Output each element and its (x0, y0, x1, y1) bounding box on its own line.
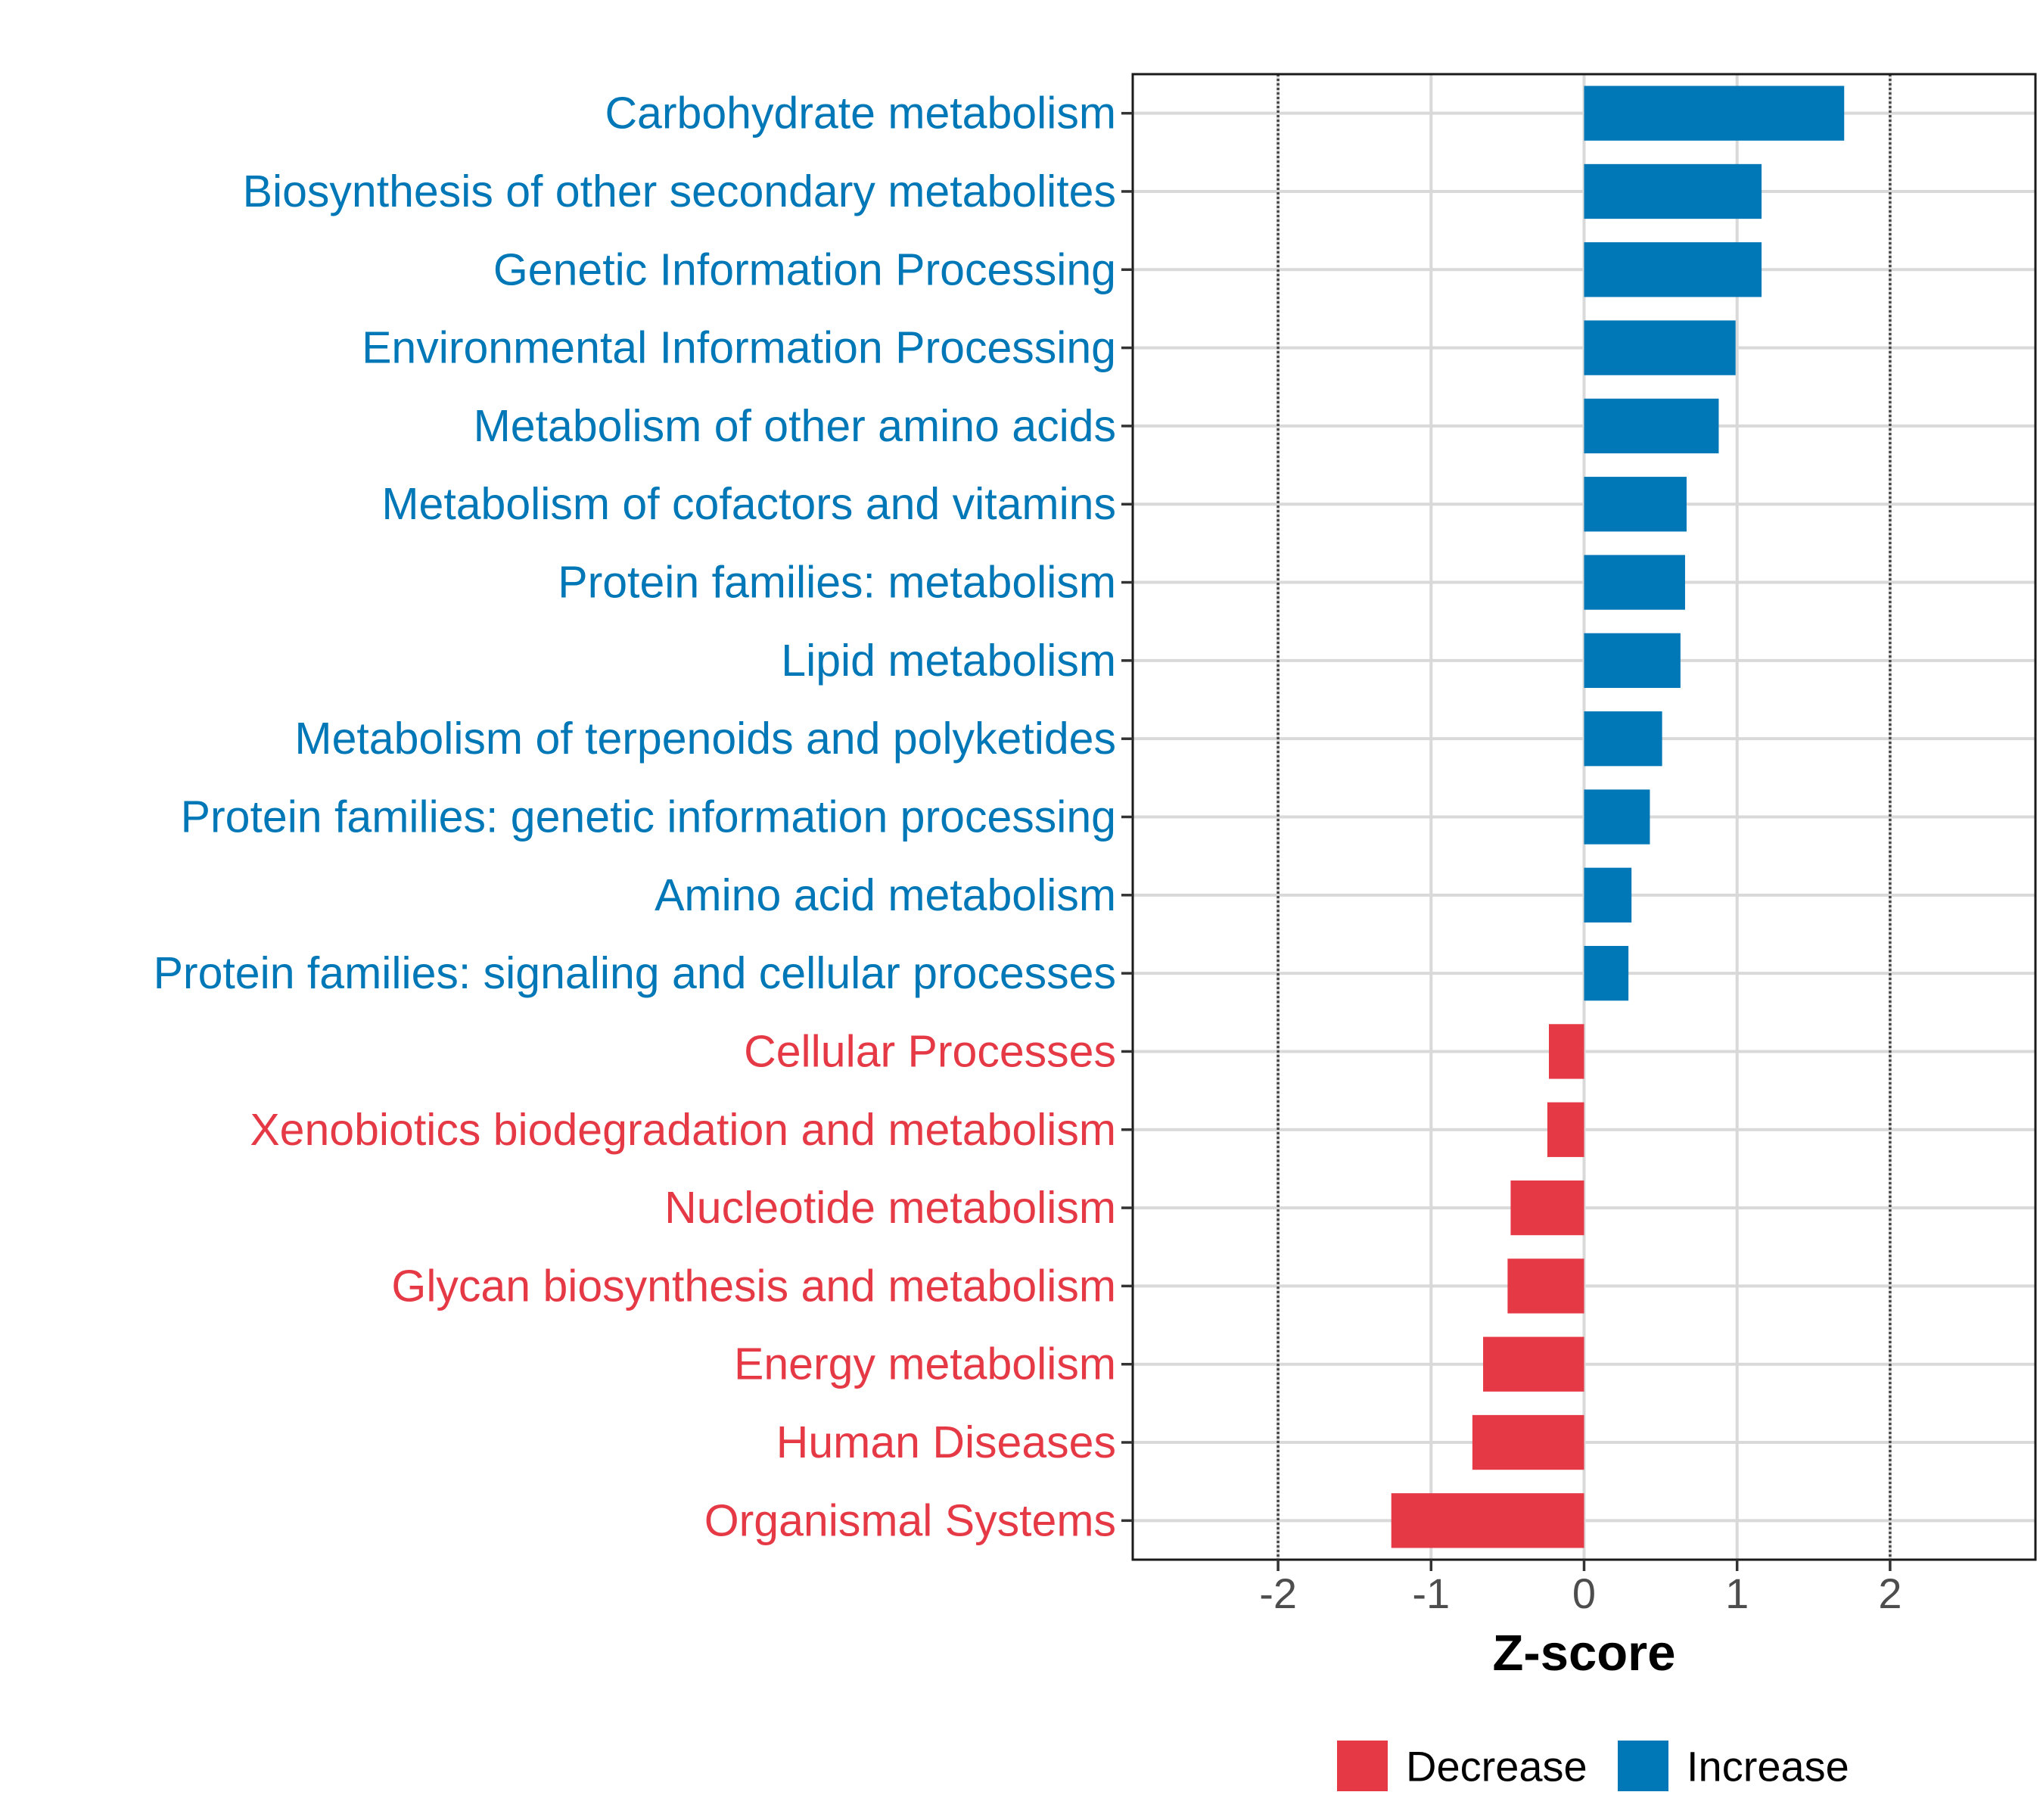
y-tick-label: Genetic Information Processing (493, 244, 1116, 294)
bar (1472, 1414, 1584, 1470)
bar (1391, 1493, 1584, 1548)
y-tick-label: Protein families: signaling and cellular… (154, 948, 1116, 998)
x-tick-label: 1 (1725, 1570, 1749, 1617)
y-tick-label: Cellular Processes (744, 1026, 1116, 1076)
y-tick-label: Metabolism of cofactors and vitamins (381, 479, 1116, 529)
y-tick-label: Xenobiotics biodegradation and metabolis… (250, 1105, 1116, 1155)
bar (1584, 633, 1681, 689)
y-tick-label: Protein families: metabolism (558, 558, 1116, 608)
y-tick-label: Metabolism of terpenoids and polyketides (294, 714, 1116, 764)
legend-swatch (1337, 1741, 1388, 1791)
y-tick-label: Metabolism of other amino acids (474, 401, 1116, 451)
bar (1584, 789, 1650, 845)
x-tick-label: -2 (1259, 1570, 1297, 1617)
bar (1510, 1180, 1584, 1236)
y-tick-label: Biosynthesis of other secondary metaboli… (243, 166, 1116, 216)
bar (1584, 867, 1632, 922)
bar (1584, 242, 1762, 297)
y-tick-label: Environmental Information Processing (362, 323, 1116, 373)
bar (1584, 477, 1687, 532)
y-tick-label: Energy metabolism (734, 1339, 1116, 1389)
bar (1547, 1102, 1584, 1157)
bar (1584, 398, 1719, 454)
y-tick-label: Nucleotide metabolism (664, 1183, 1116, 1233)
y-tick-label: Amino acid metabolism (655, 870, 1116, 920)
y-tick-label: Protein families: genetic information pr… (181, 792, 1116, 842)
bar (1483, 1336, 1584, 1392)
bar (1584, 711, 1662, 767)
bar (1548, 1024, 1584, 1079)
bar (1584, 86, 1845, 141)
bar (1507, 1258, 1584, 1314)
y-tick-label: Glycan biosynthesis and metabolism (391, 1261, 1116, 1311)
y-tick-label: Human Diseases (776, 1417, 1116, 1467)
legend-swatch (1618, 1741, 1668, 1791)
x-tick-label: 0 (1572, 1570, 1596, 1617)
x-axis-title: Z-score (1492, 1625, 1675, 1682)
bar (1584, 555, 1685, 610)
legend-label: Decrease (1406, 1743, 1587, 1790)
bar (1584, 163, 1762, 219)
x-tick-label: 2 (1878, 1570, 1902, 1617)
bar (1584, 320, 1736, 375)
y-tick-label: Organismal Systems (704, 1495, 1116, 1545)
bar (1584, 945, 1629, 1001)
y-tick-label: Carbohydrate metabolism (605, 89, 1116, 138)
legend-label: Increase (1687, 1743, 1849, 1790)
y-tick-label: Lipid metabolism (781, 636, 1116, 686)
x-tick-label: -1 (1412, 1570, 1450, 1617)
